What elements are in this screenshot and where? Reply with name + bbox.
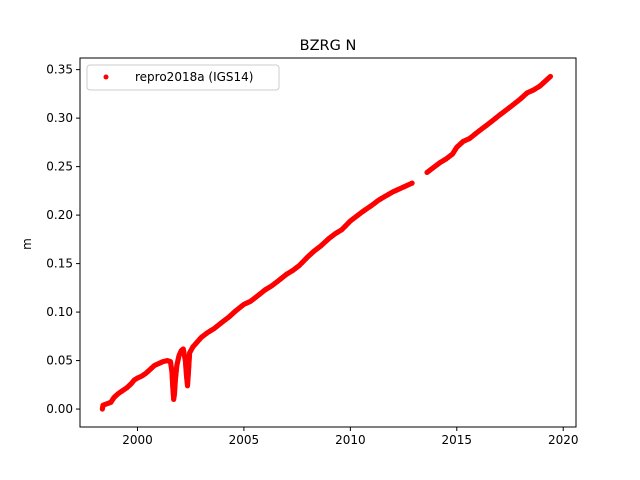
y-tick-label: 0.10 <box>46 305 73 319</box>
y-tick-label: 0.30 <box>46 111 73 125</box>
chart-title: BZRG N <box>300 38 357 54</box>
data-point <box>409 180 415 186</box>
y-tick-label: 0.20 <box>46 208 73 222</box>
x-tick-label: 2000 <box>122 433 153 447</box>
y-tick-label: 0.05 <box>46 354 73 368</box>
x-tick-label: 2010 <box>335 433 366 447</box>
y-tick-label: 0.15 <box>46 257 73 271</box>
y-axis-label: m <box>20 238 34 250</box>
x-tick-label: 2020 <box>548 433 579 447</box>
legend-marker <box>103 74 109 80</box>
legend: repro2018a (IGS14) <box>86 64 280 91</box>
x-tick-label: 2015 <box>442 433 473 447</box>
y-tick-label: 0.25 <box>46 160 73 174</box>
y-tick-label: 0.35 <box>46 63 73 77</box>
plot-area <box>99 73 554 412</box>
y-axis: 0.00 0.05 0.10 0.15 0.20 0.25 0.30 0.35 <box>46 63 80 416</box>
y-tick-label: 0.00 <box>46 402 73 416</box>
data-point <box>547 73 554 80</box>
x-tick-label: 2005 <box>229 433 260 447</box>
legend-box <box>86 64 280 91</box>
axes-frame <box>79 57 577 428</box>
legend-label: repro2018a (IGS14) <box>135 70 253 84</box>
x-axis: 2000 2005 2010 2015 2020 <box>122 427 579 447</box>
